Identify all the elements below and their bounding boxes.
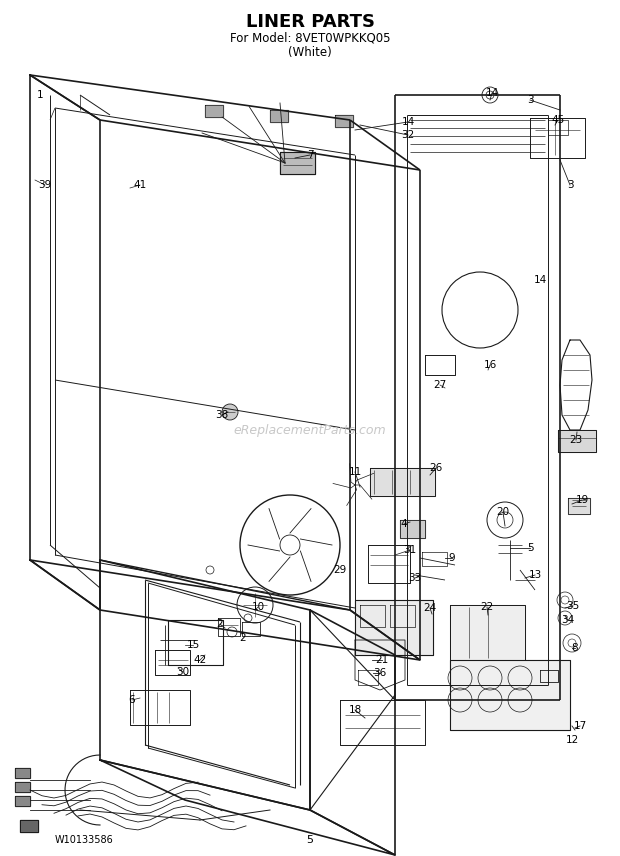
Text: 20: 20 <box>497 507 510 517</box>
Text: 29: 29 <box>334 565 347 575</box>
Polygon shape <box>400 520 425 538</box>
Text: 24: 24 <box>423 603 436 613</box>
Text: 13: 13 <box>528 570 542 580</box>
Text: 9: 9 <box>449 553 455 563</box>
Text: 3: 3 <box>526 95 533 105</box>
Polygon shape <box>205 105 223 117</box>
Text: 27: 27 <box>433 380 446 390</box>
Polygon shape <box>558 430 596 452</box>
Text: 5: 5 <box>526 543 533 553</box>
Text: 15: 15 <box>187 640 200 650</box>
Polygon shape <box>450 660 570 730</box>
Text: 34: 34 <box>561 615 575 625</box>
Text: (White): (White) <box>288 45 332 58</box>
Text: 19: 19 <box>575 495 588 505</box>
Text: 38: 38 <box>215 410 229 420</box>
Text: eReplacementParts.com: eReplacementParts.com <box>234 424 386 437</box>
Polygon shape <box>370 468 435 496</box>
Text: 2: 2 <box>240 633 246 643</box>
Text: 14: 14 <box>401 117 415 127</box>
Text: 4: 4 <box>401 519 407 529</box>
Text: 36: 36 <box>373 668 387 678</box>
Text: 14: 14 <box>485 88 498 98</box>
Text: 16: 16 <box>484 360 497 370</box>
Text: 23: 23 <box>569 435 583 445</box>
Polygon shape <box>270 110 288 122</box>
Polygon shape <box>568 498 590 514</box>
Polygon shape <box>15 796 30 806</box>
Text: 6: 6 <box>129 695 135 705</box>
Text: LINER PARTS: LINER PARTS <box>246 13 374 31</box>
Text: 12: 12 <box>565 735 578 745</box>
Text: 1: 1 <box>37 90 43 100</box>
Text: 45: 45 <box>551 115 565 125</box>
Text: 21: 21 <box>375 655 389 665</box>
Text: 22: 22 <box>480 602 494 612</box>
Text: 7: 7 <box>307 150 313 160</box>
Text: 35: 35 <box>567 601 580 611</box>
Polygon shape <box>280 152 315 174</box>
Text: 3: 3 <box>567 180 574 190</box>
Text: W10133586: W10133586 <box>55 835 113 845</box>
Polygon shape <box>355 600 433 655</box>
Text: 18: 18 <box>348 705 361 715</box>
Text: 10: 10 <box>252 602 265 612</box>
Circle shape <box>222 404 238 420</box>
Text: 41: 41 <box>133 180 146 190</box>
Text: 26: 26 <box>430 463 443 473</box>
Text: 42: 42 <box>193 655 206 665</box>
Polygon shape <box>335 115 353 127</box>
Text: 39: 39 <box>38 180 51 190</box>
Text: 32: 32 <box>401 130 415 140</box>
Text: For Model: 8VET0WPKKQ05: For Model: 8VET0WPKKQ05 <box>230 32 390 45</box>
Polygon shape <box>450 605 525 660</box>
Text: 17: 17 <box>574 721 587 731</box>
Polygon shape <box>15 768 30 778</box>
Text: 8: 8 <box>572 643 578 653</box>
Text: 31: 31 <box>404 545 417 555</box>
Text: 14: 14 <box>533 275 547 285</box>
Text: 2: 2 <box>216 619 223 629</box>
Polygon shape <box>20 820 38 832</box>
Polygon shape <box>15 782 30 792</box>
Text: 30: 30 <box>177 667 190 677</box>
Text: 11: 11 <box>348 467 361 477</box>
Text: 33: 33 <box>409 573 422 583</box>
Text: 5: 5 <box>306 835 314 845</box>
